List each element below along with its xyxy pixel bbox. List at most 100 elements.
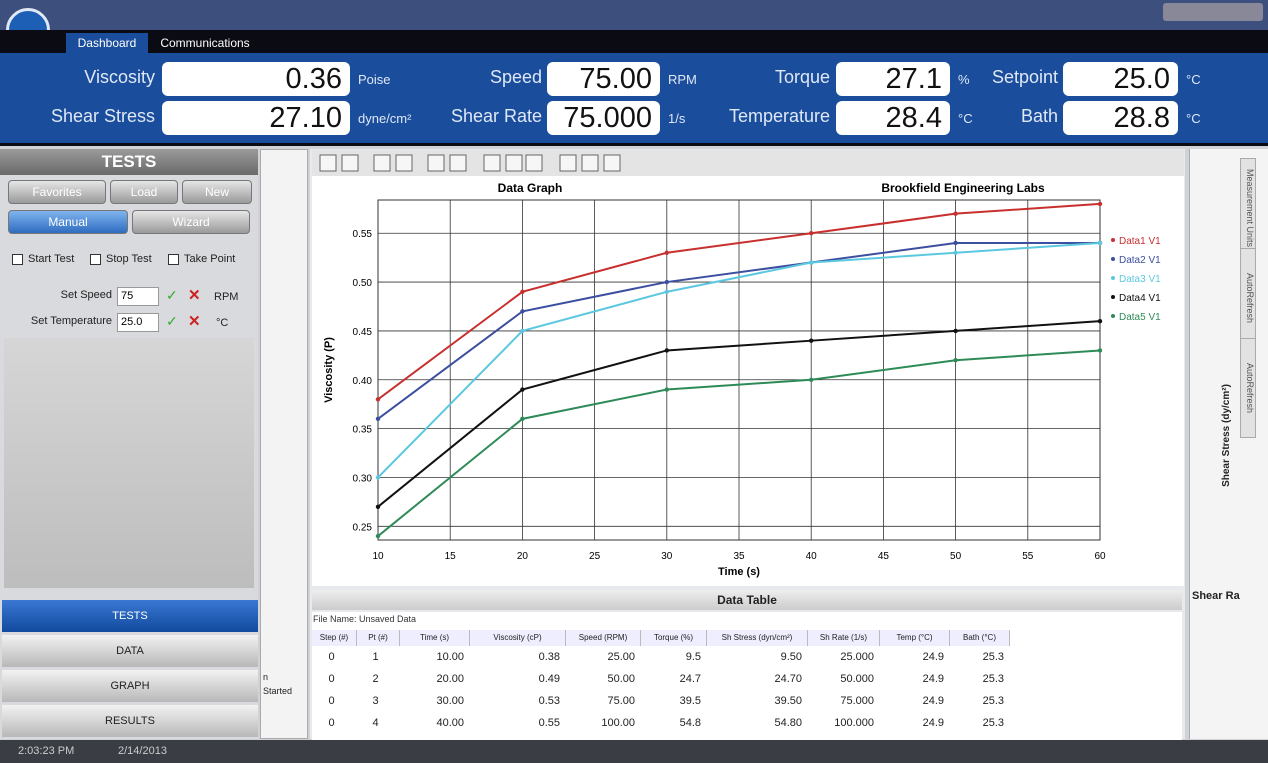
test-button[interactable]: Favorites [8,180,106,204]
table-cell: 10.00 [436,651,464,663]
cancel-icon[interactable]: ✕ [188,313,201,330]
x-tick-label: 25 [589,551,601,562]
y-tick-label: 0.45 [353,327,373,338]
table-cell: 20.00 [436,673,464,685]
readout-label: Temperature [728,106,830,126]
table-cell: 54.80 [774,717,802,729]
table-cell: 0.49 [538,673,560,685]
y-tick-label: 0.30 [353,473,373,484]
chart-title: Data Graph [498,181,563,195]
y-axis-label: Viscosity (P) [323,337,335,403]
readout-value: 27.10 [162,101,350,135]
chart-subtitle: Brookfield Engineering Labs [881,181,1045,195]
x-tick-label: 35 [733,551,745,562]
series-line [377,349,1101,537]
data-point [953,328,958,334]
action-button[interactable]: Take Point [184,253,236,265]
right-axis-label: Shear Ra [1192,590,1240,602]
toolbar-icon[interactable] [483,154,501,172]
table-header: Temp (°C) [880,630,950,646]
data-point [375,533,381,539]
setting-unit: °C [216,317,229,329]
confirm-icon[interactable]: ✓ [166,313,178,329]
table-cell: 0 [328,695,335,707]
toolbar-icon[interactable] [603,154,621,172]
table-cell: 24.70 [774,673,802,685]
window-controls[interactable] [1163,3,1263,21]
vertical-tab[interactable]: AutoRefresh [1240,338,1256,438]
data-point [953,211,958,216]
table-cell: 0.38 [538,651,560,663]
test-button[interactable]: Load [110,180,178,204]
readout-label: Setpoint [991,67,1058,87]
readout-unit: dyne/cm² [358,111,412,126]
toolbar-icon[interactable] [341,154,359,172]
table-cell: 9.50 [780,651,802,663]
toolbar-icon[interactable] [525,154,543,172]
action-button[interactable]: Start Test [28,253,75,265]
toolbar-icon[interactable] [581,154,599,172]
toolbar-icon[interactable] [373,154,391,172]
series-line [377,320,1101,508]
readout-value: 25.0 [1063,62,1178,96]
nav-button[interactable]: GRAPH [2,670,258,702]
action-icon[interactable] [12,254,23,265]
data-point [953,358,958,363]
table-cell: 0 [328,651,335,663]
plot-frame [377,199,1101,541]
nav-button[interactable]: DATA [2,635,258,667]
cancel-icon[interactable]: ✕ [188,287,201,304]
data-point [809,338,814,343]
action-icon[interactable] [168,254,179,265]
vertical-tab[interactable]: AutoRefresh [1240,248,1256,348]
test-button[interactable]: New [182,180,252,204]
legend-label: Data1 V1 [1119,236,1161,247]
tab[interactable]: Communications [160,36,250,50]
toolbar-icon[interactable] [427,154,445,172]
tab-strip [0,30,1268,53]
nav-button[interactable]: TESTS [2,600,258,632]
setting-input[interactable]: 75 [117,287,159,306]
y-tick-label: 0.35 [353,425,373,436]
action-icon[interactable] [90,254,101,265]
table-cell: 25.3 [982,717,1004,729]
legend-label: Data4 V1 [1119,293,1161,304]
y-tick-label: 0.55 [353,229,373,240]
data-point [953,240,958,246]
x-tick-label: 60 [1094,551,1106,562]
readout-unit: °C [1186,72,1201,87]
toolbar-icon[interactable] [449,154,467,172]
toolbar-icon[interactable] [395,154,413,172]
table-cell: 0 [328,673,335,685]
toolbar-icon[interactable] [505,154,523,172]
legend-label: Data3 V1 [1119,274,1161,285]
nav-button[interactable]: RESULTS [2,705,258,737]
table-header: Bath (°C) [950,630,1010,646]
readout-label: Torque [774,67,830,87]
toolbar-icon[interactable] [559,154,577,172]
confirm-icon[interactable]: ✓ [166,287,178,303]
y-tick-label: 0.25 [353,522,373,533]
table-cell: 3 [372,695,379,707]
tab[interactable]: Dashboard [66,33,148,53]
table-header: Time (s) [400,630,470,646]
data-point [664,289,669,295]
test-button[interactable]: Manual [8,210,128,234]
action-button[interactable]: Stop Test [106,253,152,265]
chart: Data Graph Brookfield Engineering Labs 10 1… [312,150,1184,586]
table-cell: 75.000 [840,695,874,707]
test-button[interactable]: Wizard [132,210,250,234]
vertical-tab[interactable]: Measurement Units [1240,158,1256,258]
data-point [1097,318,1103,324]
data-point [375,475,381,480]
toolbar-icon[interactable] [319,154,337,172]
setting-input[interactable]: 25.0 [117,313,159,332]
readout-value: 75.000 [547,101,660,135]
table-cell: 24.9 [922,673,944,685]
data-point [664,387,669,392]
legend-label: Data2 V1 [1119,255,1161,266]
legend-marker [1111,314,1115,318]
data-point [809,377,814,382]
setting-label: Set Speed [60,289,112,301]
